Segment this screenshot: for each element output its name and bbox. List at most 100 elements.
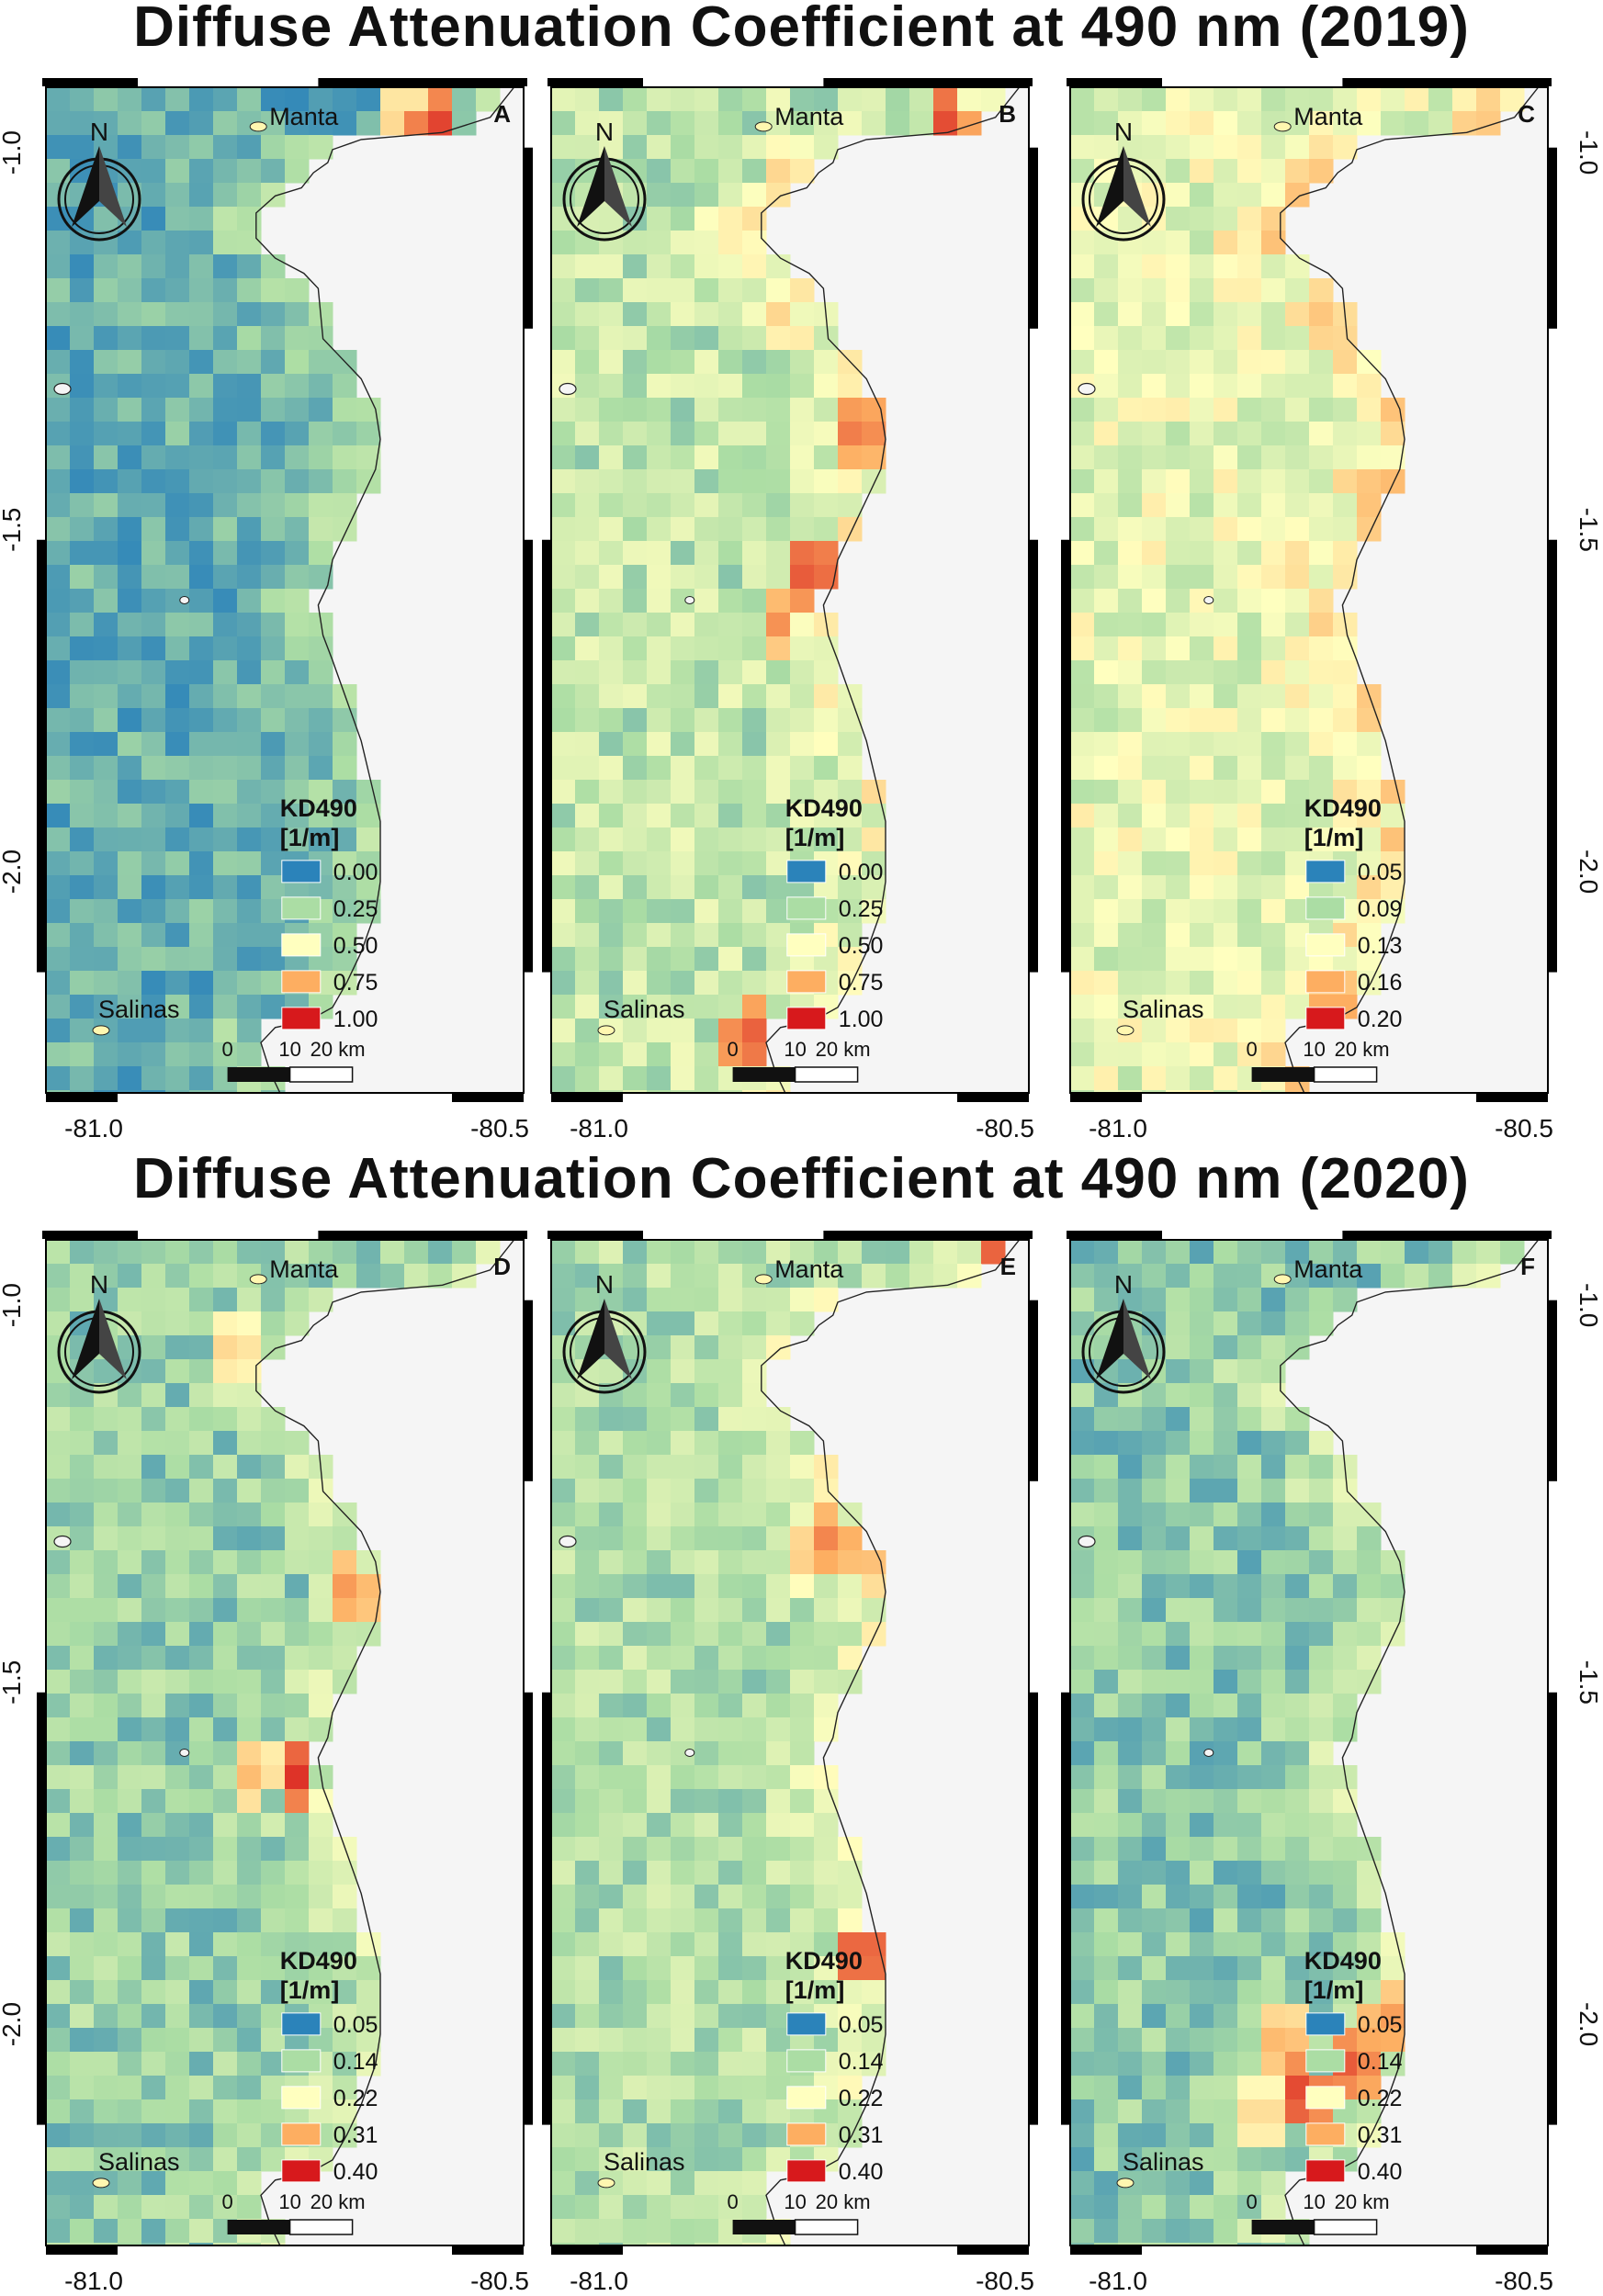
- legend-value: 0.31: [333, 2122, 378, 2148]
- lon-tick-label: -80.5: [1495, 1114, 1553, 1142]
- lon-tick-label: -80.5: [1495, 2267, 1553, 2295]
- lon-tick-label: -80.5: [976, 1114, 1034, 1142]
- border-bar-right-2: [525, 1692, 533, 2125]
- legend-swatch: [281, 2049, 322, 2073]
- lon-tick-label: -81.0: [1089, 1114, 1147, 1142]
- legend-title: KD490: [280, 794, 357, 822]
- scale-label: 20 km: [816, 2190, 871, 2213]
- legend-value: 0.31: [1358, 2122, 1403, 2148]
- place-label-salinas: Salinas: [98, 996, 180, 1023]
- legend: KD490[1/m] 0.05 0.14 0.22 0.31 0.40: [785, 1947, 884, 2185]
- legend-value: 0.05: [1358, 2012, 1403, 2038]
- manta-marker: [754, 121, 773, 132]
- legend-value: 0.22: [1358, 2086, 1403, 2111]
- legend-value: 0.00: [839, 860, 884, 885]
- legend-swatch: [281, 1007, 322, 1030]
- title-2020: Diffuse Attenuation Coefficient at 490 n…: [133, 1147, 1470, 1210]
- scale-bar: 0 10 20 km: [221, 1038, 366, 1083]
- title-2019: Diffuse Attenuation Coefficient at 490 n…: [133, 0, 1470, 59]
- border-bar-top-right: [1342, 1231, 1552, 1239]
- scale-label: 20 km: [310, 2190, 366, 2213]
- place-label-manta: Manta: [269, 1255, 339, 1283]
- manta-marker: [754, 1274, 773, 1285]
- north-label: N: [595, 1270, 614, 1299]
- legend: KD490[1/m] 0.00 0.25 0.50 0.75 1.00: [280, 794, 378, 1032]
- border-bar-bottom-right: [452, 2246, 524, 2255]
- border-bar-bottom-right: [957, 2246, 1029, 2255]
- legend: KD490[1/m] 0.00 0.25 0.50 0.75 1.00: [785, 794, 884, 1032]
- legend-value: 0.09: [1358, 896, 1403, 922]
- island: [1078, 1535, 1096, 1548]
- scale-label: 10: [278, 2190, 300, 2213]
- manta-marker: [1273, 1274, 1292, 1285]
- border-bar-right: [1030, 1300, 1038, 1481]
- lon-tick-label: -81.0: [570, 2267, 628, 2295]
- legend-swatch: [281, 2086, 322, 2110]
- legend-value: 0.40: [1358, 2159, 1403, 2185]
- legend-unit: [1/m]: [1304, 1976, 1364, 2004]
- scale-bar: 0 10 20 km: [221, 2190, 366, 2235]
- salinas-marker: [1116, 1025, 1135, 1036]
- lat-tick-label: -1.0: [1575, 1283, 1603, 1327]
- lon-tick-label: -81.0: [64, 1114, 123, 1142]
- border-bar-left: [1061, 1692, 1069, 2125]
- legend-value: 0.05: [333, 2012, 378, 2038]
- border-bar-bottom-right: [1476, 2246, 1548, 2255]
- islet: [179, 1748, 190, 1757]
- north-label: N: [595, 118, 614, 146]
- salinas-marker: [92, 2178, 110, 2189]
- scale-bar: 0 10 20 km: [727, 1038, 871, 1083]
- legend-swatch: [1305, 2012, 1346, 2036]
- legend-value: 0.75: [333, 970, 378, 996]
- place-label-manta: Manta: [774, 1255, 844, 1283]
- scale-bar: 0 10 20 km: [1246, 1038, 1390, 1083]
- border-bar-bottom: [551, 1094, 623, 1102]
- border-bar-right: [525, 1300, 533, 1481]
- islet: [684, 595, 695, 604]
- legend-value: 0.75: [839, 970, 884, 996]
- panel-letter: F: [1520, 1253, 1535, 1280]
- border-bar-right-2: [525, 539, 533, 973]
- coastline: [761, 87, 1021, 1093]
- legend-swatch: [281, 933, 322, 957]
- legend-swatch: [786, 970, 827, 994]
- north-label: N: [90, 118, 108, 146]
- legend-unit: [1/m]: [280, 1976, 340, 2004]
- legend-value: 0.16: [1358, 970, 1403, 996]
- coastline: [1280, 1240, 1540, 2245]
- legend-value: 0.14: [1358, 2049, 1403, 2075]
- border-bar-bottom: [46, 2246, 118, 2255]
- border-bar-top: [42, 1231, 138, 1239]
- scale-label: 20 km: [310, 1038, 366, 1061]
- border-bar-top-right: [318, 78, 527, 86]
- map-panel-b: B N Manta Salinas KD490[1/m] 0.00 0.25 0.50 0.75…: [542, 78, 1038, 1142]
- panel-frame: [1069, 86, 1549, 1094]
- north-arrow-icon: N: [1081, 118, 1166, 242]
- border-bar-right: [1549, 147, 1557, 329]
- legend-swatch: [1305, 2159, 1346, 2183]
- salinas-marker: [597, 2178, 615, 2189]
- coastline: [761, 1240, 1021, 2245]
- legend-swatch: [281, 860, 322, 884]
- border-bar-top-right: [823, 78, 1033, 86]
- north-arrow-icon: N: [57, 118, 141, 242]
- legend-swatch: [786, 2122, 827, 2146]
- panel-letter: A: [493, 100, 511, 128]
- map-panel-c: C N Manta Salinas KD490[1/m] 0.05 0.09 0.13 0.16…: [1061, 78, 1557, 1142]
- north-arrow-icon: N: [562, 118, 647, 242]
- coastline: [1280, 87, 1540, 1093]
- panel-frame: [550, 86, 1030, 1094]
- legend-swatch: [281, 970, 322, 994]
- lat-tick-label: -1.5: [1575, 1660, 1603, 1705]
- border-bar-top: [42, 78, 138, 86]
- legend-swatch: [281, 2159, 322, 2183]
- legend-swatch: [786, 2159, 827, 2183]
- legend-swatch: [786, 2086, 827, 2110]
- place-label-salinas: Salinas: [604, 996, 685, 1023]
- lat-tick-label: -1.0: [0, 1283, 26, 1327]
- border-bar-right-2: [1030, 1692, 1038, 2125]
- salinas-marker: [92, 1025, 110, 1036]
- border-bar-left: [542, 1692, 550, 2125]
- legend-value: 0.00: [333, 860, 378, 885]
- border-bar-top: [548, 78, 643, 86]
